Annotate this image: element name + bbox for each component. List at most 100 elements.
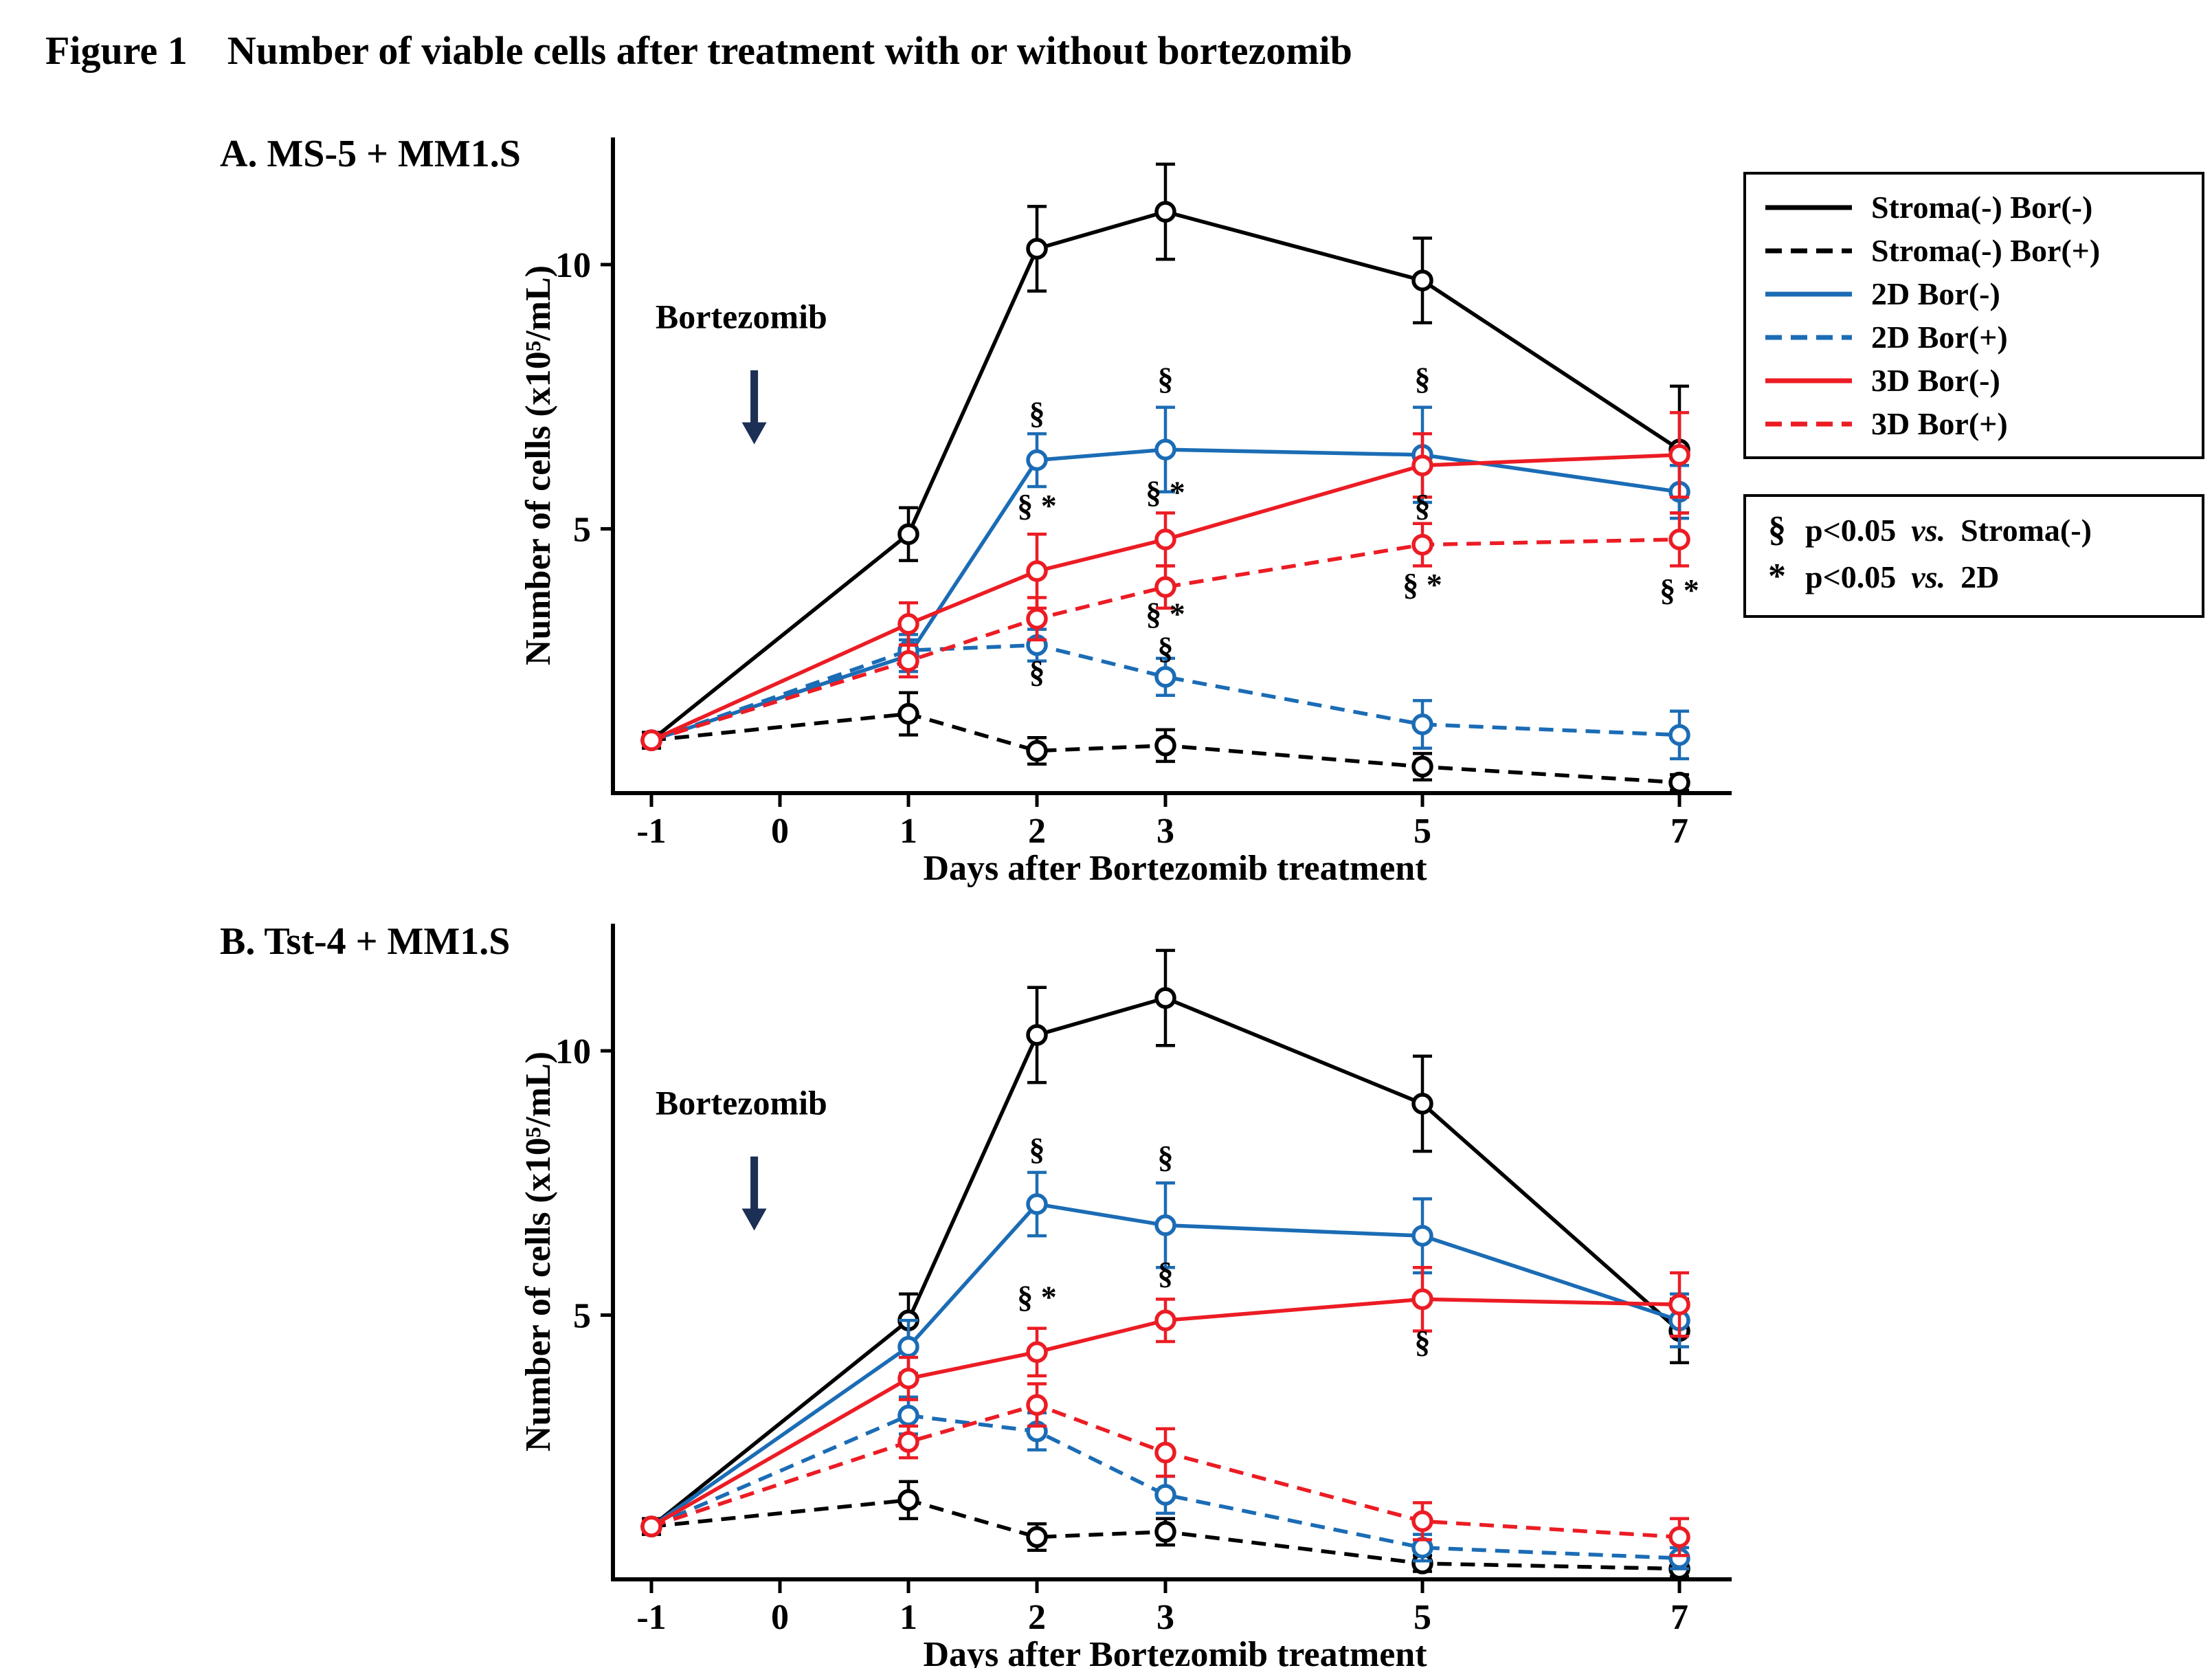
data-point-marker [1026, 1193, 1048, 1215]
data-point-marker [1026, 1394, 1048, 1416]
data-point-marker [897, 702, 919, 725]
data-point-marker [897, 1489, 919, 1511]
data-point-marker [1154, 1521, 1176, 1543]
axes: 5 10 -1 0 1 2 3 5 7 Days after Bortezomib treatme… [519, 924, 1732, 1668]
bortezomib-arrowhead [741, 1208, 767, 1231]
significance-target: 2D [1960, 559, 2000, 594]
y-tick-label: 5 [573, 511, 591, 550]
x-tick-label: 5 [1414, 812, 1431, 851]
significance-pvalue: p<0.05 [1805, 559, 1897, 594]
bortezomib-label: Bortezomib [656, 297, 827, 335]
series-line [651, 1403, 1680, 1539]
data-point-marker [897, 1368, 919, 1390]
data-point-marker [1411, 1510, 1433, 1533]
legend-line-sample [1765, 335, 1852, 340]
series-line [650, 996, 1681, 1528]
significance-annotation: § [1158, 1139, 1174, 1175]
bortezomib-annotation: Bortezomib [656, 297, 827, 445]
data-point-marker [897, 523, 919, 545]
data-point-marker [1411, 713, 1433, 735]
series-line [650, 1297, 1680, 1528]
legend-item-label: 3D Bor(+) [1871, 406, 2008, 441]
legend-item: 3D Bor(-) [1764, 359, 2184, 402]
x-tick-label: 3 [1157, 1598, 1174, 1637]
legend-item: Stroma(-) Bor(+) [1764, 229, 2184, 272]
data-point-marker [897, 1431, 919, 1453]
significance-annotation: § [1158, 631, 1174, 666]
legend-item: Stroma(-) Bor(-) [1764, 186, 2184, 229]
data-point-marker [1026, 1526, 1048, 1548]
data-point-marker [1668, 1526, 1690, 1548]
section-symbol: § [1768, 510, 1786, 549]
panel-a-label: A. MS-5 + MM1.S [220, 133, 521, 175]
data-point-marker [1411, 1225, 1433, 1247]
significance-vs: vs. [1911, 559, 1946, 594]
data-point-marker [1411, 533, 1433, 556]
significance-annotation: § * [1146, 475, 1185, 510]
data-point-marker [1154, 735, 1176, 757]
data-point-marker [1154, 438, 1176, 460]
data-point-marker [1026, 560, 1048, 582]
series-line [651, 537, 1680, 742]
significance-annotation: § [1029, 395, 1045, 430]
x-axis-title: Days after Bortezomib treatment [923, 1635, 1427, 1668]
series-3d-bor [640, 511, 1690, 751]
data-point-marker [1154, 1441, 1176, 1464]
data-point-marker [1154, 987, 1176, 1009]
legend-line-sample [1765, 378, 1852, 383]
data-point-marker [640, 729, 662, 751]
series-stroma-bor [640, 691, 1690, 794]
legend-item-label: Stroma(-) Bor(-) [1871, 190, 2093, 225]
asterisk-symbol: * [1768, 557, 1786, 596]
significance-annotation: § [1029, 1131, 1045, 1166]
significance-annotation: § [1415, 361, 1431, 396]
series-line [651, 447, 1680, 742]
significance-annotation: § * [1017, 488, 1057, 523]
axes: 5 10 -1 0 1 2 3 5 7 Days after Bortezomib treatme… [519, 137, 1732, 888]
data-point-marker [1154, 529, 1176, 551]
bortezomib-label: Bortezomib [656, 1083, 827, 1122]
significance-annotation: § * [1146, 597, 1185, 632]
data-point-marker [640, 1515, 662, 1537]
data-point-marker [1411, 755, 1433, 778]
data-point-marker [1026, 740, 1048, 762]
figure-title: Figure 1 Number of viable cells after tr… [45, 27, 1352, 74]
data-point-marker [1668, 771, 1690, 794]
series-line [651, 1498, 1680, 1571]
data-point-marker [1154, 201, 1176, 223]
y-axis-title: Number of cells (x10⁵/mL) [519, 265, 558, 665]
significance-annotation: § * [1403, 567, 1442, 602]
legend-item: 2D Bor(-) [1764, 272, 2184, 315]
data-point-marker [1154, 1214, 1176, 1236]
data-point-marker [1026, 1341, 1048, 1364]
panel-a-chart: 5 10 -1 0 1 2 3 5 7 Days after Bortezomib treatme… [519, 137, 1732, 888]
legend-line-sample [1765, 248, 1852, 253]
data-point-marker [1154, 1309, 1176, 1331]
significance-annotation: § [1415, 488, 1431, 523]
panel-b-chart: 5 10 -1 0 1 2 3 5 7 Days after Bortezomib treatme… [519, 924, 1732, 1668]
x-tick-label: 2 [1028, 1598, 1046, 1637]
legend-item: 3D Bor(+) [1764, 402, 2184, 445]
significance-vs: vs. [1911, 513, 1946, 548]
y-tick-label: 10 [555, 246, 591, 285]
data-point-marker [897, 613, 919, 635]
significance-box: § p<0.05 vs. Stroma(-) * p<0.05 vs. 2D [1743, 494, 2204, 618]
x-tick-label: 1 [900, 812, 917, 851]
data-point-marker [1026, 238, 1048, 260]
legend-item-label: 2D Bor(-) [1871, 276, 2000, 311]
x-tick-label: 2 [1028, 812, 1046, 851]
data-point-marker [1668, 1293, 1690, 1315]
data-point-marker [1411, 1537, 1433, 1559]
x-tick-label: 3 [1157, 812, 1174, 851]
data-point-marker [1154, 576, 1176, 598]
data-point-marker [1154, 666, 1176, 688]
x-tick-label: 7 [1671, 1598, 1688, 1637]
y-axis-title: Number of cells (x10⁵/mL) [519, 1052, 558, 1452]
x-tick-label: -1 [636, 1598, 666, 1637]
series-line [650, 210, 1681, 742]
data-point-marker [1026, 1024, 1048, 1046]
data-point-marker [1668, 444, 1690, 466]
significance-annotation: § [1415, 1324, 1431, 1359]
legend-line-sample [1765, 421, 1852, 426]
